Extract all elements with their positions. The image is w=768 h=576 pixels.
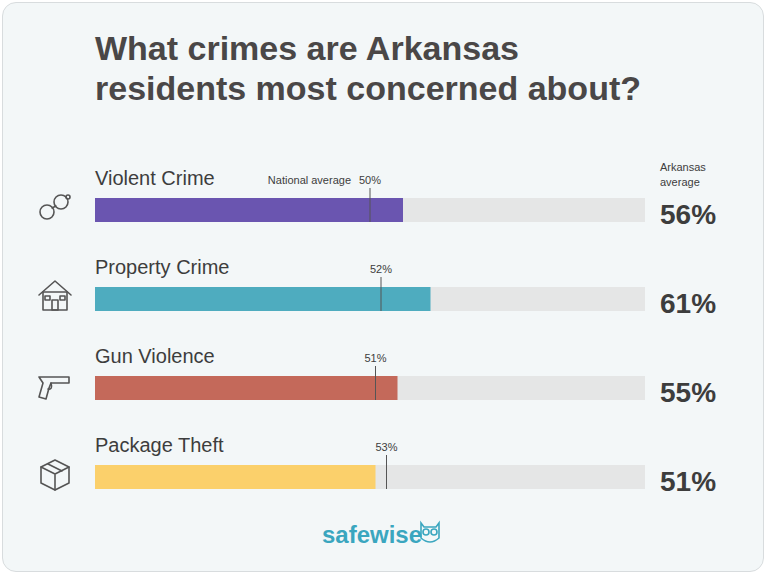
owl-body [421,523,439,542]
arkansas-average-header: Arkansas average [660,160,722,190]
icon-part [48,464,62,471]
national-average-label: 51% [364,352,386,364]
bar [95,287,431,311]
national-average-marker [375,366,376,400]
footer-logo: safewise [322,521,422,548]
icon [40,195,70,219]
icon-part [48,383,52,389]
value-label: 51% [660,466,716,497]
national-average-label: 53% [375,441,397,453]
icon [39,377,69,399]
series-name: National average [268,174,351,186]
title: What crimes are Arkansas residents most … [95,28,655,108]
bar [95,198,403,222]
value-label: 56% [660,199,716,230]
national-average-marker [381,277,382,311]
bar [95,376,398,400]
national-average-marker [386,455,387,489]
icon-part [41,460,69,490]
icon-part [66,195,70,199]
owl-eye [431,529,437,535]
logo-owl [421,523,439,542]
national-average-label: 50% [359,174,381,186]
icon [41,460,69,490]
category-label: Property Crime [95,256,229,278]
range-track [95,287,645,311]
icon-part [52,206,56,208]
category-label: Gun Violence [95,345,215,367]
icon-part [45,296,50,300]
bar [95,465,376,489]
icon-part [43,292,67,310]
value-label: 61% [660,288,716,319]
national-average-label: 52% [370,263,392,275]
icon-part [39,377,69,399]
range-track [95,376,645,400]
category-label: Package Theft [95,434,224,456]
range-track [95,465,645,489]
icon-part [60,296,65,300]
icon-part [40,205,54,219]
icon-part [52,300,58,310]
icon-part [41,467,69,490]
national-average-marker [370,188,371,222]
category-label: Violent Crime [95,167,215,189]
owl-eye [423,529,429,535]
value-label: 55% [660,377,716,408]
chart: Violent Crime 50% 56% National average Prope… [0,0,768,576]
marks [95,188,431,489]
icon [39,281,71,310]
